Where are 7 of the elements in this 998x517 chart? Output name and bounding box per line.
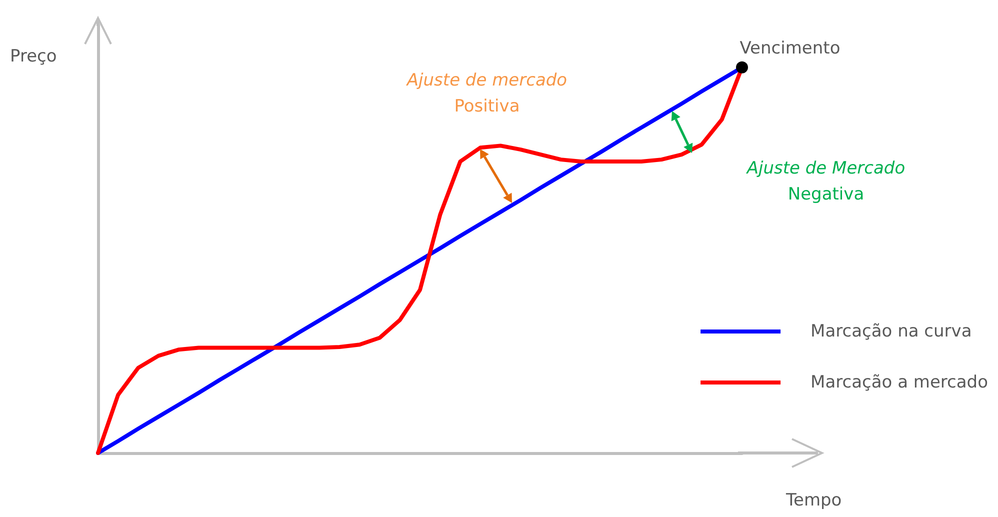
legend-label: Marcação na curva <box>810 322 972 342</box>
annotation: Ajuste de mercado Positiva <box>406 70 568 116</box>
x-axis-title: Tempo <box>785 490 842 510</box>
legend-label: Marcação a mercado <box>810 372 988 392</box>
text: Ajuste de Mercado Negativa <box>746 158 906 204</box>
text: Vencimento <box>740 38 840 58</box>
y-axis-title: Preço <box>10 46 57 66</box>
